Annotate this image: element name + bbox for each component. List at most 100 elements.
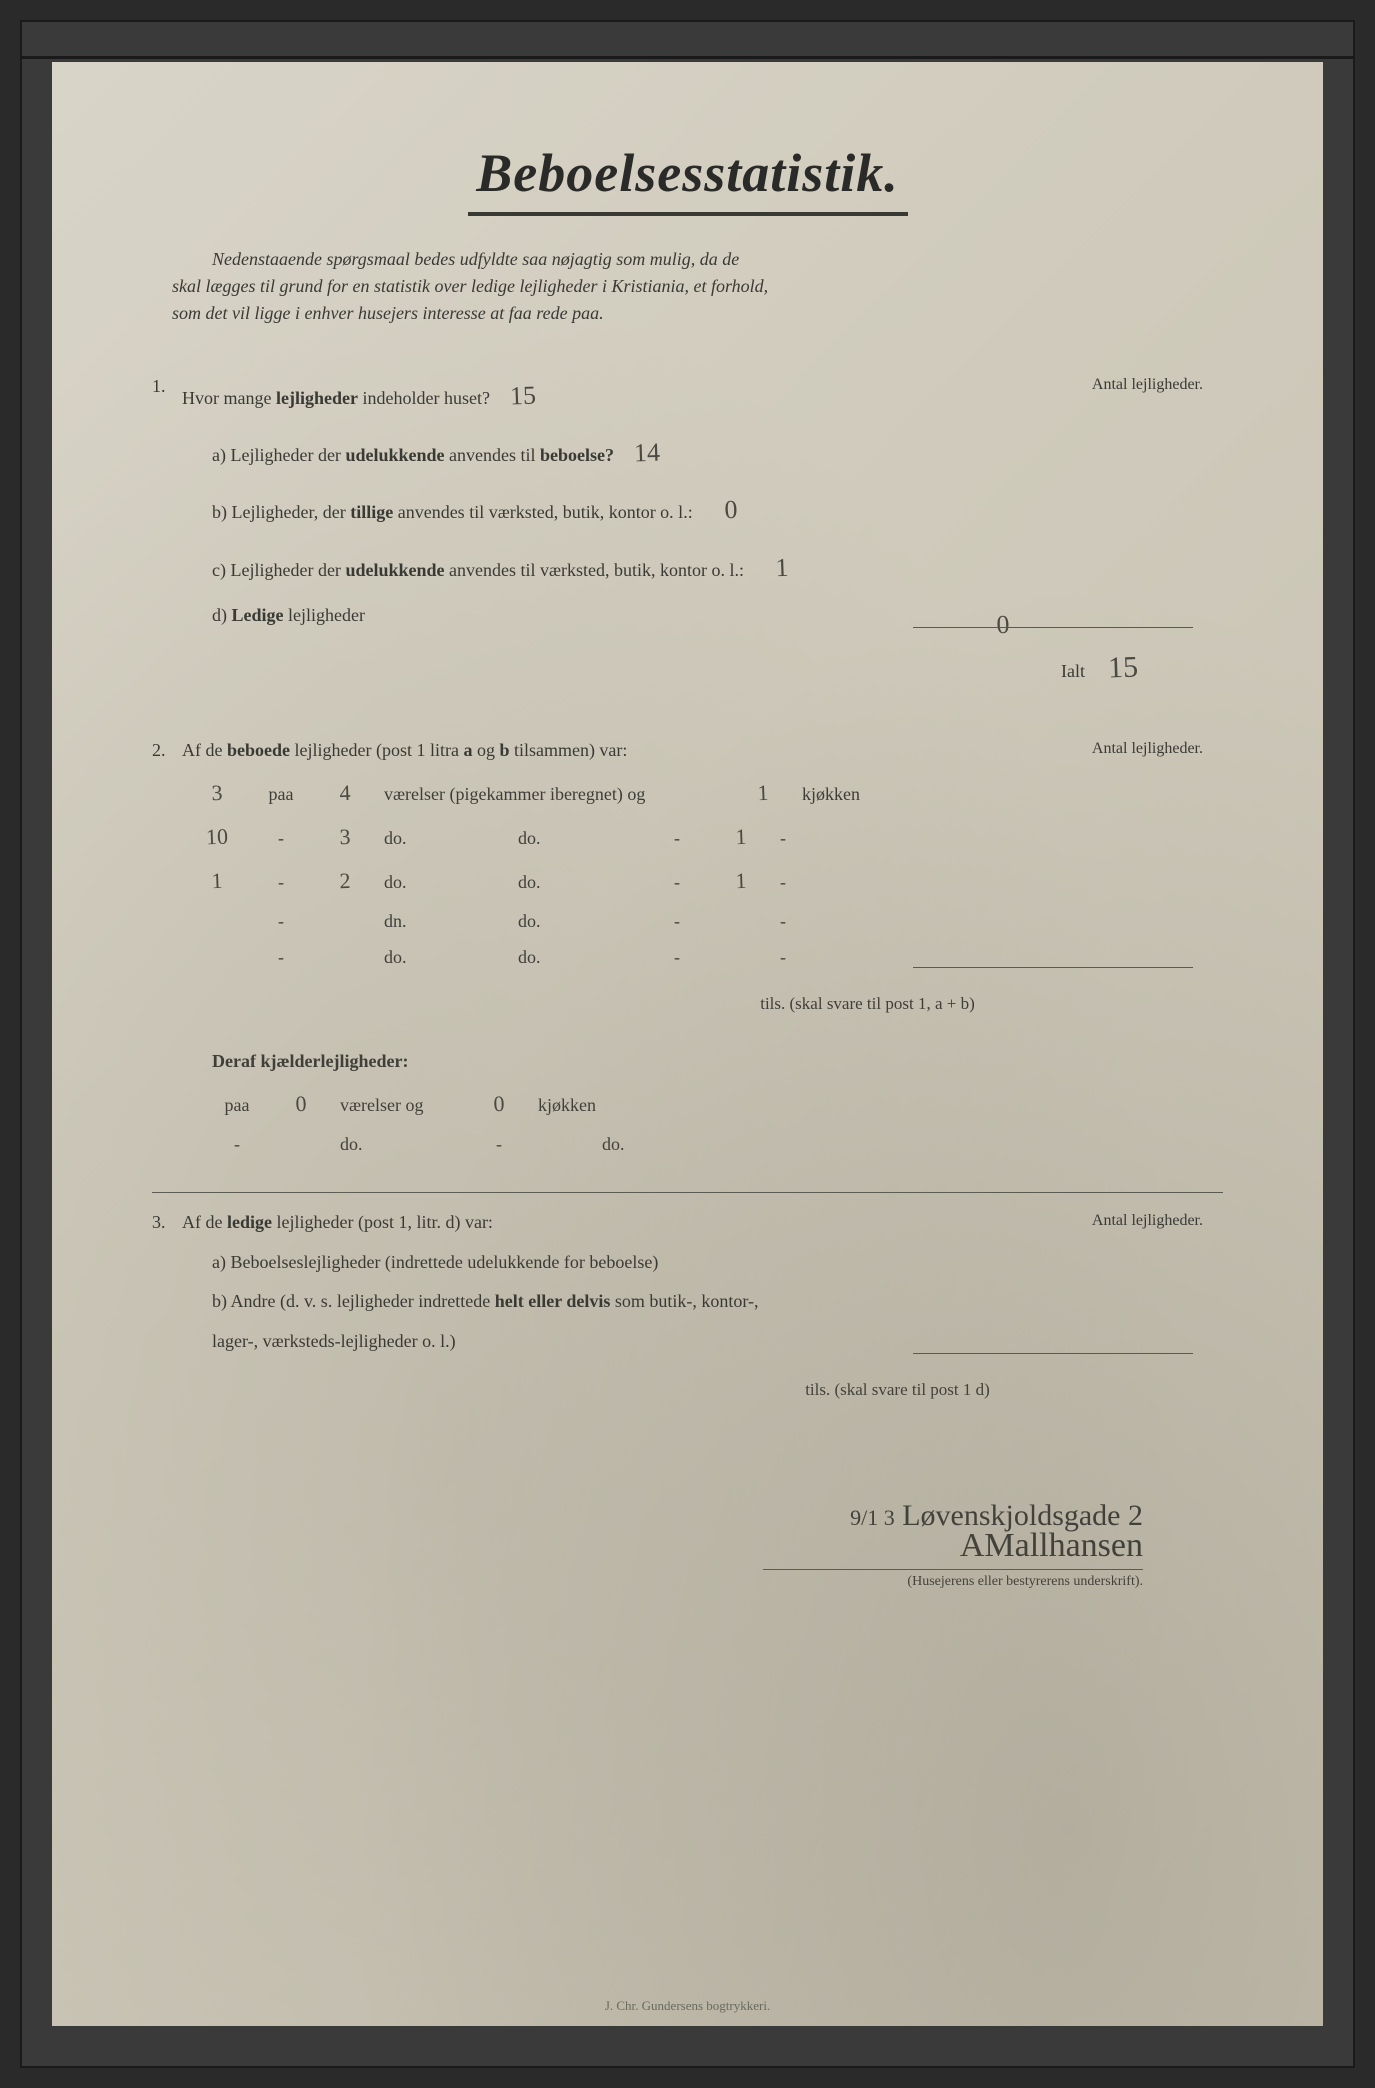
d1-dash: - [474,1126,524,1162]
q1-b: b) Lejligheder, der tillige anvendes til… [152,481,1223,538]
r1-kj: 1 [715,814,767,860]
q1c-value: 1 [761,538,803,597]
q2-row-0: 3 paa 4 værelser (pigekammer iberegnet) … [192,771,1223,815]
intro-line3: som det vil ligge i enhver husejers inte… [172,303,604,323]
q1d-label: d) [212,605,232,625]
r2-dash: - [652,864,702,900]
q2-tc: og [472,740,499,760]
signature-rule [763,1569,1143,1570]
signature-name: AMallhansen [152,1527,1143,1565]
q3-number: 3. [152,1203,166,1243]
q1c-tail: anvendes til værksted, butik, kontor o. … [444,560,743,580]
q2-b1: beboede [227,740,290,760]
r1-paa: - [256,820,306,856]
q2-table: 3 paa 4 værelser (pigekammer iberegnet) … [152,771,1223,975]
deraf-row-0: paa 0 værelser og 0 kjøkken [212,1082,1223,1126]
signature-block: 9/1 3 Løvenskjoldsgade 2 AMallhansen (Hu… [152,1499,1223,1590]
q1-bold: lejligheder [276,388,358,408]
q1a-value: 14 [626,424,668,483]
q3-right-label: Antal lejligheder. [1092,1203,1203,1238]
q2-row-4: - do. do. - - [192,939,1223,975]
deraf-label: Deraf kjælderlejligheder: [212,1051,408,1071]
q2-row-3: - dn. do. - - [192,903,1223,939]
r0-kjl: kjøkken [802,776,860,812]
q1b-tail: anvendes til værksted, butik, kontor o. … [393,502,692,522]
q2-tb: lejligheder (post 1 litra [290,740,463,760]
q1-main: 1. Hvor mange lejligheder indeholder hus… [152,367,1223,424]
d1-paa: - [212,1126,262,1162]
q1-ialt: Ialt 15 [152,635,1223,701]
q1-right-label: Antal lejligheder. [1092,367,1203,402]
r1-do2: do. [518,820,638,856]
q3-b: b) Andre (d. v. s. lejligheder indretted… [152,1282,1223,1322]
intro-line1: Nedenstaaende spørgsmaal bedes udfyldte … [212,246,739,273]
printer-footer: J. Chr. Gundersens bogtrykkeri. [52,1998,1323,2014]
q2-right-label: Antal lejligheder. [1092,731,1203,766]
question-3: 3. Af de ledige lejligheder (post 1, lit… [152,1203,1223,1409]
q2-main: 2. Af de beboede lejligheder (post 1 lit… [152,731,1223,771]
scan-frame: Beboelsesstatistik. Nedenstaaende spørgs… [20,20,1355,2068]
document-paper: Beboelsesstatistik. Nedenstaaende spørgs… [52,62,1323,2026]
q1-value: 15 [502,366,544,425]
d0-rooms: 0 [275,1081,327,1127]
q2-tils: tils. (skal svare til post 1, a + b) [512,985,1223,1022]
q3b-post: som butik-, kontor-, [610,1291,758,1311]
q1-d: d) Ledige lejligheder 0 [152,596,1223,636]
question-2: 2. Af de beboede lejligheder (post 1 lit… [152,731,1223,1162]
r4-rooms [320,962,370,964]
document-title: Beboelsesstatistik. [152,142,1223,204]
r4-count [192,962,242,964]
q1-a: a) Lejligheder der udelukkende anvendes … [152,424,1223,481]
q3-rule [913,1353,1193,1354]
q1b-label: b) Lejligheder, der [212,502,350,522]
q1-text-c: indeholder huset? [358,388,490,408]
d1-kjl: do. [602,1126,625,1162]
r4-do2: do. [518,939,638,975]
q3-b1: ledige [227,1212,272,1232]
r3-dash: - [652,903,702,939]
q3-a: a) Beboelseslejligheder (indrettede udel… [152,1243,1223,1283]
q3-main: 3. Af de ledige lejligheder (post 1, lit… [152,1203,1223,1243]
r1-count: 10 [191,814,243,860]
r2-count: 1 [191,858,243,904]
r1-dash: - [652,820,702,856]
r2-rooms: 2 [319,858,371,904]
q2-rule [913,967,1193,968]
ialt-rule [913,627,1193,628]
q2-b3: b [499,740,509,760]
r3-paa: - [256,903,306,939]
r0-count: 3 [191,770,243,816]
q1c-bold: udelukkende [345,560,444,580]
r0-kj: 1 [737,770,789,816]
deraf-row-1: - do. - do. [212,1126,1223,1162]
q3-tb: lejligheder (post 1, litr. d) var: [272,1212,493,1232]
d0-lbl: værelser og [340,1087,460,1123]
q1-text-a: Hvor mange [182,388,276,408]
r0-paa: paa [256,776,306,812]
title-underline [468,212,908,216]
ialt-label: Ialt [1061,661,1085,681]
r2-lbl: do. [384,864,504,900]
q1a-bold2: beboelse? [540,445,614,465]
d1-lbl: do. [340,1126,460,1162]
intro-line2: skal lægges til grund for en statistik o… [172,276,768,296]
r3-kj [716,926,766,928]
r3-rooms [320,926,370,928]
r4-paa: - [256,939,306,975]
r1-lbl: do. [384,820,504,856]
signature-caption: (Husejerens eller bestyrerens underskrif… [152,1574,1143,1590]
q1a-bold: udelukkende [345,445,444,465]
d0-kj: 0 [473,1081,525,1127]
r3-do2: do. [518,903,638,939]
q3-tils: tils. (skal svare til post 1 d) [572,1371,1223,1408]
r0-lbl: værelser (pigekammer iberegnet) og [384,776,724,812]
q1d-bold: Ledige [232,605,284,625]
r2-paa: - [256,864,306,900]
q3b-pre: b) Andre (d. v. s. lejligheder indretted… [212,1291,495,1311]
r3-count [192,926,242,928]
q3b-bold: helt eller delvis [495,1291,611,1311]
r4-dash: - [652,939,702,975]
r1-kjl: - [780,820,786,856]
r2-kjl: - [780,864,786,900]
q2-deraf: Deraf kjælderlejligheder: paa 0 værelser… [152,1042,1223,1162]
